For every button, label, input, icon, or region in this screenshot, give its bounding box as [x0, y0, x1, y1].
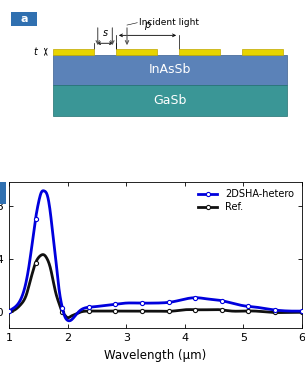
Bar [53, 55, 287, 85]
2DSHA-hetero [25, 275, 29, 279]
Ref. [260, 309, 264, 314]
Bar [11, 12, 37, 26]
2DSHA-hetero [195, 296, 198, 300]
Bar [242, 49, 283, 55]
Ref. [7, 309, 11, 313]
2DSHA-hetero [186, 296, 189, 301]
Text: t: t [34, 47, 38, 57]
Ref. [186, 307, 189, 312]
Ref. [230, 309, 234, 313]
Ref. [25, 290, 29, 295]
Legend: 2DSHA-hetero, Ref.: 2DSHA-hetero, Ref. [195, 186, 297, 215]
Line: Ref.: Ref. [7, 252, 304, 320]
Bar [53, 49, 94, 55]
Ref. [195, 307, 198, 312]
Line: 2DSHA-hetero: 2DSHA-hetero [7, 189, 304, 323]
Text: Incident light: Incident light [139, 18, 199, 27]
Ref. [41, 252, 45, 257]
Text: InAsSb: InAsSb [149, 63, 191, 76]
2DSHA-hetero [230, 301, 234, 305]
X-axis label: Wavelength (μm): Wavelength (μm) [104, 349, 207, 362]
2DSHA-hetero [260, 306, 264, 310]
Ref. [300, 310, 304, 315]
Bar [179, 49, 220, 55]
Ref. [66, 315, 70, 320]
Text: a: a [20, 14, 27, 24]
Text: GaSb: GaSb [153, 94, 187, 107]
Bar [53, 85, 287, 117]
2DSHA-hetero [7, 309, 11, 313]
Bar [116, 49, 157, 55]
Text: p: p [144, 20, 151, 30]
Text: s: s [102, 28, 108, 38]
2DSHA-hetero [300, 309, 304, 313]
2DSHA-hetero [67, 318, 71, 323]
2DSHA-hetero [178, 298, 182, 303]
2DSHA-hetero [41, 189, 45, 193]
Ref. [178, 308, 182, 313]
